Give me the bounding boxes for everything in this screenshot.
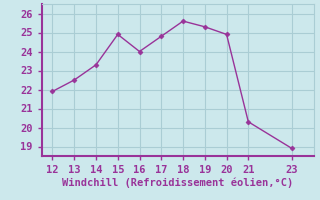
X-axis label: Windchill (Refroidissement éolien,°C): Windchill (Refroidissement éolien,°C): [62, 178, 293, 188]
